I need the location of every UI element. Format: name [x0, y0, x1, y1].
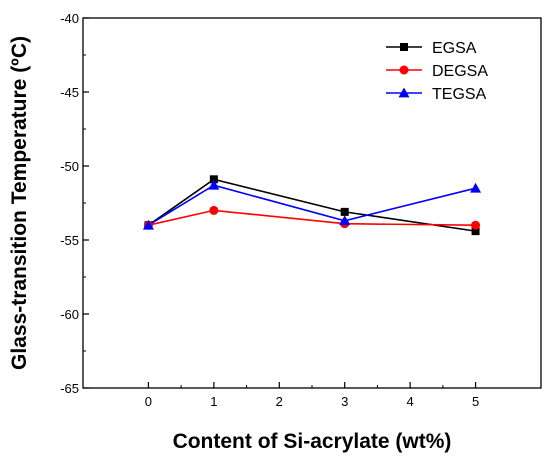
- y-axis-title: Glass-transition Temperature (ºC): [8, 36, 31, 370]
- y-tick-label: -40: [60, 11, 79, 26]
- y-tick-label: -50: [60, 159, 79, 174]
- data-point-tegsa: [208, 179, 220, 190]
- data-point-degsa: [471, 220, 481, 230]
- data-point-tegsa: [142, 219, 154, 230]
- legend-label-tegsa: TEGSA: [432, 86, 487, 103]
- legend-marker-egsa: [400, 43, 408, 51]
- x-axis-ticks: 0 1 2 3 4 5: [145, 382, 479, 409]
- legend-marker-degsa: [399, 65, 409, 75]
- data-point-tegsa: [339, 215, 351, 226]
- data-point-tegsa: [470, 182, 482, 193]
- y-axis-ticks: -65 -60 -55 -50 -45 -40: [60, 11, 89, 396]
- x-tick-label: 2: [276, 394, 283, 409]
- series-line-degsa: [148, 209, 476, 226]
- data-point-egsa: [209, 175, 218, 184]
- y-tick-label: -65: [60, 381, 79, 396]
- data-point-egsa: [471, 227, 480, 236]
- x-tick-label: 1: [210, 394, 217, 409]
- y-tick-label: -45: [60, 85, 79, 100]
- data-point-egsa: [340, 207, 349, 216]
- y-tick-label: -60: [60, 307, 79, 322]
- legend-label-egsa: EGSA: [432, 40, 477, 57]
- legend-marker-tegsa: [398, 87, 410, 98]
- x-tick-label: 0: [145, 394, 152, 409]
- x-tick-label: 3: [341, 394, 348, 409]
- x-tick-label: 5: [472, 394, 479, 409]
- legend: EGSA DEGSA TEGSA: [386, 40, 488, 103]
- series-line-tegsa: [148, 184, 476, 226]
- series-line-egsa: [147, 178, 476, 232]
- x-tick-label: 4: [407, 394, 414, 409]
- data-point-degsa: [209, 205, 219, 215]
- series-layer: [142, 175, 482, 236]
- legend-label-degsa: DEGSA: [432, 63, 488, 80]
- y-tick-label: -55: [60, 233, 79, 248]
- x-axis-title: Content of Si-acrylate (wt%): [173, 430, 452, 453]
